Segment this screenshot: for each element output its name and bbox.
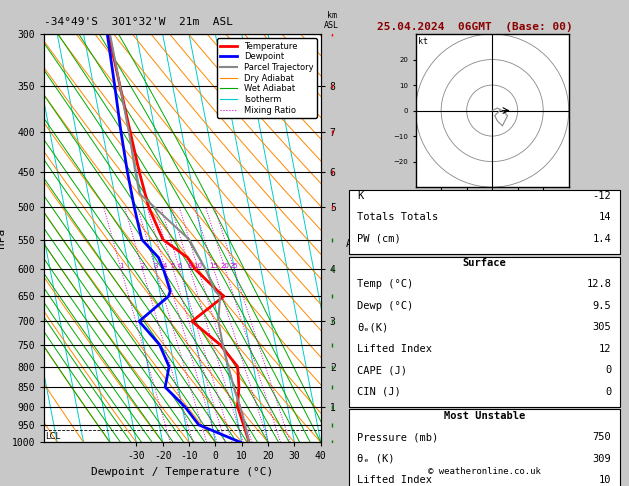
Text: 9.5: 9.5 <box>593 301 611 311</box>
Text: 10: 10 <box>599 475 611 485</box>
Text: Temp (°C): Temp (°C) <box>357 279 413 289</box>
Text: 14: 14 <box>599 212 611 222</box>
Text: 8: 8 <box>187 263 192 269</box>
Text: 10: 10 <box>194 263 203 269</box>
Text: -12: -12 <box>593 191 611 201</box>
Text: 1.4: 1.4 <box>593 234 611 244</box>
Text: © weatheronline.co.uk: © weatheronline.co.uk <box>428 467 541 476</box>
Text: 15: 15 <box>209 263 218 269</box>
Text: 0: 0 <box>605 365 611 375</box>
Text: θₑ(K): θₑ(K) <box>357 322 389 332</box>
Text: CAPE (J): CAPE (J) <box>357 365 407 375</box>
Text: PW (cm): PW (cm) <box>357 234 401 244</box>
Text: Most Unstable: Most Unstable <box>443 411 525 421</box>
Text: 1: 1 <box>119 263 123 269</box>
Text: Lifted Index: Lifted Index <box>357 475 432 485</box>
Text: 4: 4 <box>163 263 167 269</box>
Text: Pressure (mb): Pressure (mb) <box>357 432 438 442</box>
Text: 25.04.2024  06GMT  (Base: 00): 25.04.2024 06GMT (Base: 00) <box>377 22 573 32</box>
Text: -34°49'S  301°32'W  21m  ASL: -34°49'S 301°32'W 21m ASL <box>44 17 233 27</box>
Text: Dewp (°C): Dewp (°C) <box>357 301 413 311</box>
Bar <box>349 257 620 407</box>
Text: 6: 6 <box>177 263 182 269</box>
X-axis label: Dewpoint / Temperature (°C): Dewpoint / Temperature (°C) <box>91 467 274 477</box>
Y-axis label: km
ASL: km ASL <box>347 227 364 249</box>
Text: 20: 20 <box>221 263 230 269</box>
Text: km
ASL: km ASL <box>325 11 339 30</box>
Legend: Temperature, Dewpoint, Parcel Trajectory, Dry Adiabat, Wet Adiabat, Isotherm, Mi: Temperature, Dewpoint, Parcel Trajectory… <box>217 38 316 118</box>
Text: Totals Totals: Totals Totals <box>357 212 438 222</box>
Text: θₑ (K): θₑ (K) <box>357 453 395 464</box>
Text: 2: 2 <box>140 263 145 269</box>
Text: 25: 25 <box>230 263 238 269</box>
Bar <box>349 190 620 254</box>
Text: 12.8: 12.8 <box>586 279 611 289</box>
Text: K: K <box>357 191 364 201</box>
Text: Lifted Index: Lifted Index <box>357 344 432 354</box>
Text: 5: 5 <box>171 263 175 269</box>
Text: 750: 750 <box>593 432 611 442</box>
Text: Surface: Surface <box>462 258 506 268</box>
Text: 3: 3 <box>153 263 158 269</box>
Y-axis label: hPa: hPa <box>0 228 6 248</box>
Text: LCL: LCL <box>45 432 60 441</box>
Text: 309: 309 <box>593 453 611 464</box>
Text: 305: 305 <box>593 322 611 332</box>
Text: CIN (J): CIN (J) <box>357 387 401 397</box>
Text: 12: 12 <box>599 344 611 354</box>
Text: kt: kt <box>418 36 428 46</box>
Text: 0: 0 <box>605 387 611 397</box>
Bar <box>349 409 620 486</box>
